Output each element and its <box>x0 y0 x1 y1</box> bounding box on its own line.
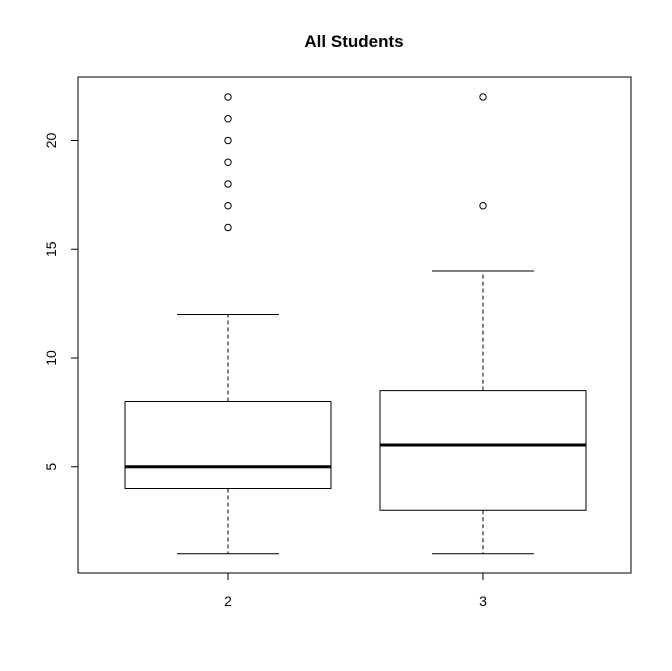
outlier-point <box>224 158 232 166</box>
y-axis: 5 10 15 20 <box>43 133 79 471</box>
y-tick-label: 15 <box>43 241 59 257</box>
y-tick-label: 5 <box>43 463 59 471</box>
outlier-point <box>479 93 487 101</box>
chart-title: All Students <box>304 32 403 51</box>
outlier-point <box>224 180 232 188</box>
y-tick-label: 20 <box>43 133 59 149</box>
boxes <box>124 93 587 555</box>
outlier-point <box>479 202 487 210</box>
outlier-point <box>224 223 232 232</box>
x-tick-label: 3 <box>479 593 487 609</box>
y-tick-label: 10 <box>43 350 59 366</box>
outlier-point <box>224 136 232 145</box>
outlier-point <box>224 202 232 210</box>
x-tick-label: 2 <box>224 593 232 609</box>
iqr-box <box>124 401 332 489</box>
box-group-2 <box>124 93 332 555</box>
iqr-box <box>379 390 587 511</box>
box-group-3 <box>379 93 587 555</box>
outlier-point <box>224 93 232 101</box>
outlier-point <box>224 115 232 123</box>
